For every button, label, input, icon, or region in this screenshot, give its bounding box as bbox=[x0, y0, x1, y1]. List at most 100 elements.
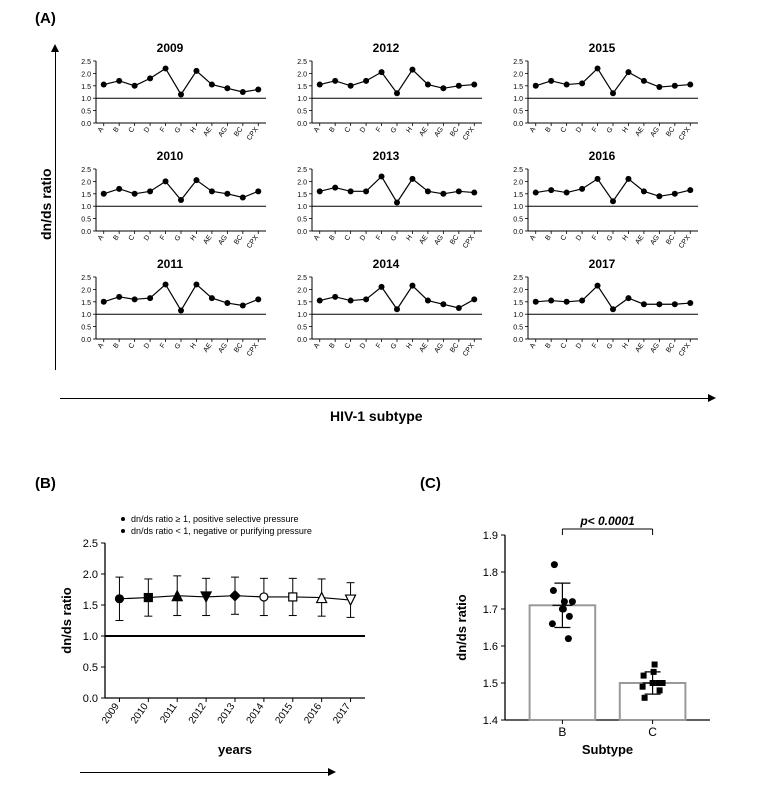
svg-text:A: A bbox=[313, 234, 322, 242]
svg-text:2016: 2016 bbox=[302, 701, 324, 726]
svg-text:G: G bbox=[174, 342, 183, 350]
subplot-2012: 20120.00.51.01.52.02.5ABCDFGHAEAGBCCPX bbox=[286, 45, 486, 145]
svg-text:2.5: 2.5 bbox=[513, 167, 523, 174]
svg-text:p< 0.0001: p< 0.0001 bbox=[579, 514, 635, 528]
svg-text:0.5: 0.5 bbox=[81, 217, 91, 224]
svg-text:1.5: 1.5 bbox=[297, 300, 307, 307]
svg-text:1.9: 1.9 bbox=[483, 530, 498, 542]
svg-text:2.0: 2.0 bbox=[513, 179, 523, 186]
svg-text:1.5: 1.5 bbox=[513, 84, 523, 91]
svg-text:C: C bbox=[128, 342, 137, 350]
svg-text:B: B bbox=[328, 126, 337, 134]
svg-text:2.5: 2.5 bbox=[81, 59, 91, 66]
svg-text:0.0: 0.0 bbox=[81, 229, 91, 236]
svg-text:H: H bbox=[405, 234, 414, 242]
svg-text:H: H bbox=[405, 126, 414, 134]
svg-text:1.5: 1.5 bbox=[81, 84, 91, 91]
svg-text:AE: AE bbox=[418, 342, 429, 354]
svg-text:2.5: 2.5 bbox=[513, 59, 523, 66]
svg-text:F: F bbox=[591, 342, 599, 350]
svg-text:D: D bbox=[575, 342, 584, 350]
subplot-title: 2010 bbox=[70, 149, 270, 163]
svg-text:D: D bbox=[359, 342, 368, 350]
svg-text:2009: 2009 bbox=[100, 701, 122, 726]
svg-text:1.0: 1.0 bbox=[81, 96, 91, 103]
svg-text:0.5: 0.5 bbox=[81, 109, 91, 116]
svg-text:G: G bbox=[174, 126, 183, 134]
svg-text:B: B bbox=[112, 342, 121, 350]
panel-b-label: (B) bbox=[35, 475, 56, 492]
svg-text:H: H bbox=[189, 234, 198, 242]
svg-text:0.0: 0.0 bbox=[81, 121, 91, 128]
svg-text:dn/ds ratio < 1, negative or p: dn/ds ratio < 1, negative or purifying p… bbox=[131, 526, 312, 536]
svg-text:dn/ds ratio ≥ 1, positive sele: dn/ds ratio ≥ 1, positive selective pres… bbox=[131, 514, 299, 524]
svg-text:2.0: 2.0 bbox=[513, 71, 523, 78]
svg-text:C: C bbox=[344, 126, 353, 134]
svg-text:2010: 2010 bbox=[129, 701, 151, 726]
svg-text:1.0: 1.0 bbox=[81, 312, 91, 319]
subplot-title: 2012 bbox=[286, 41, 486, 55]
svg-text:B: B bbox=[328, 342, 337, 350]
panelA-x-label: HIV-1 subtype bbox=[330, 408, 423, 424]
svg-text:1.7: 1.7 bbox=[483, 604, 498, 616]
svg-text:0.5: 0.5 bbox=[297, 109, 307, 116]
svg-text:BC: BC bbox=[665, 342, 676, 354]
svg-text:CPX: CPX bbox=[678, 234, 692, 250]
svg-text:2012: 2012 bbox=[187, 701, 209, 726]
svg-text:BC: BC bbox=[233, 234, 244, 246]
svg-text:A: A bbox=[97, 126, 106, 134]
svg-text:1.4: 1.4 bbox=[483, 715, 498, 727]
svg-text:F: F bbox=[375, 234, 383, 242]
svg-text:C: C bbox=[128, 234, 137, 242]
svg-text:1.5: 1.5 bbox=[297, 84, 307, 91]
svg-text:B: B bbox=[544, 126, 553, 134]
panel-a-label: (A) bbox=[35, 10, 56, 27]
subplot-title: 2009 bbox=[70, 41, 270, 55]
svg-text:B: B bbox=[112, 234, 121, 242]
svg-text:2011: 2011 bbox=[158, 701, 180, 725]
svg-text:0.5: 0.5 bbox=[81, 325, 91, 332]
svg-text:AG: AG bbox=[649, 126, 661, 138]
svg-text:AE: AE bbox=[202, 126, 213, 138]
svg-text:2.0: 2.0 bbox=[297, 287, 307, 294]
subplot-title: 2015 bbox=[502, 41, 702, 55]
svg-text:0.5: 0.5 bbox=[513, 109, 523, 116]
svg-text:C: C bbox=[128, 126, 137, 134]
svg-text:AG: AG bbox=[649, 234, 661, 246]
subplot-title: 2013 bbox=[286, 149, 486, 163]
panelB: dn/ds ratio ≥ 1, positive selective pres… bbox=[55, 505, 375, 765]
svg-text:D: D bbox=[575, 126, 584, 134]
svg-text:B: B bbox=[544, 342, 553, 350]
svg-text:AG: AG bbox=[217, 234, 229, 246]
svg-text:0.0: 0.0 bbox=[513, 229, 523, 236]
svg-text:2.0: 2.0 bbox=[81, 287, 91, 294]
svg-text:D: D bbox=[143, 234, 152, 242]
svg-text:AE: AE bbox=[418, 126, 429, 138]
svg-text:A: A bbox=[529, 234, 538, 242]
svg-text:A: A bbox=[313, 342, 322, 350]
svg-text:2.5: 2.5 bbox=[81, 275, 91, 282]
svg-text:F: F bbox=[591, 234, 599, 242]
svg-text:1.0: 1.0 bbox=[297, 312, 307, 319]
svg-text:AG: AG bbox=[433, 342, 445, 354]
svg-text:2015: 2015 bbox=[273, 701, 295, 726]
svg-text:0.5: 0.5 bbox=[297, 325, 307, 332]
svg-text:Subtype: Subtype bbox=[582, 742, 633, 757]
svg-text:years: years bbox=[218, 742, 252, 757]
svg-text:AE: AE bbox=[202, 234, 213, 246]
svg-text:C: C bbox=[560, 126, 569, 134]
svg-text:G: G bbox=[174, 234, 183, 242]
svg-text:1.0: 1.0 bbox=[81, 204, 91, 211]
svg-text:2.0: 2.0 bbox=[83, 569, 98, 581]
panelB-x-axis-arrow bbox=[80, 772, 330, 773]
subplot-2017: 20170.00.51.01.52.02.5ABCDFGHAEAGBCCPX bbox=[502, 261, 702, 361]
svg-text:dn/ds ratio: dn/ds ratio bbox=[454, 594, 469, 661]
svg-text:G: G bbox=[390, 342, 399, 350]
svg-text:2.5: 2.5 bbox=[297, 275, 307, 282]
svg-text:C: C bbox=[560, 342, 569, 350]
svg-text:F: F bbox=[375, 126, 383, 134]
svg-text:A: A bbox=[313, 126, 322, 134]
svg-text:AG: AG bbox=[433, 234, 445, 246]
svg-text:G: G bbox=[606, 342, 615, 350]
svg-text:AE: AE bbox=[418, 234, 429, 246]
